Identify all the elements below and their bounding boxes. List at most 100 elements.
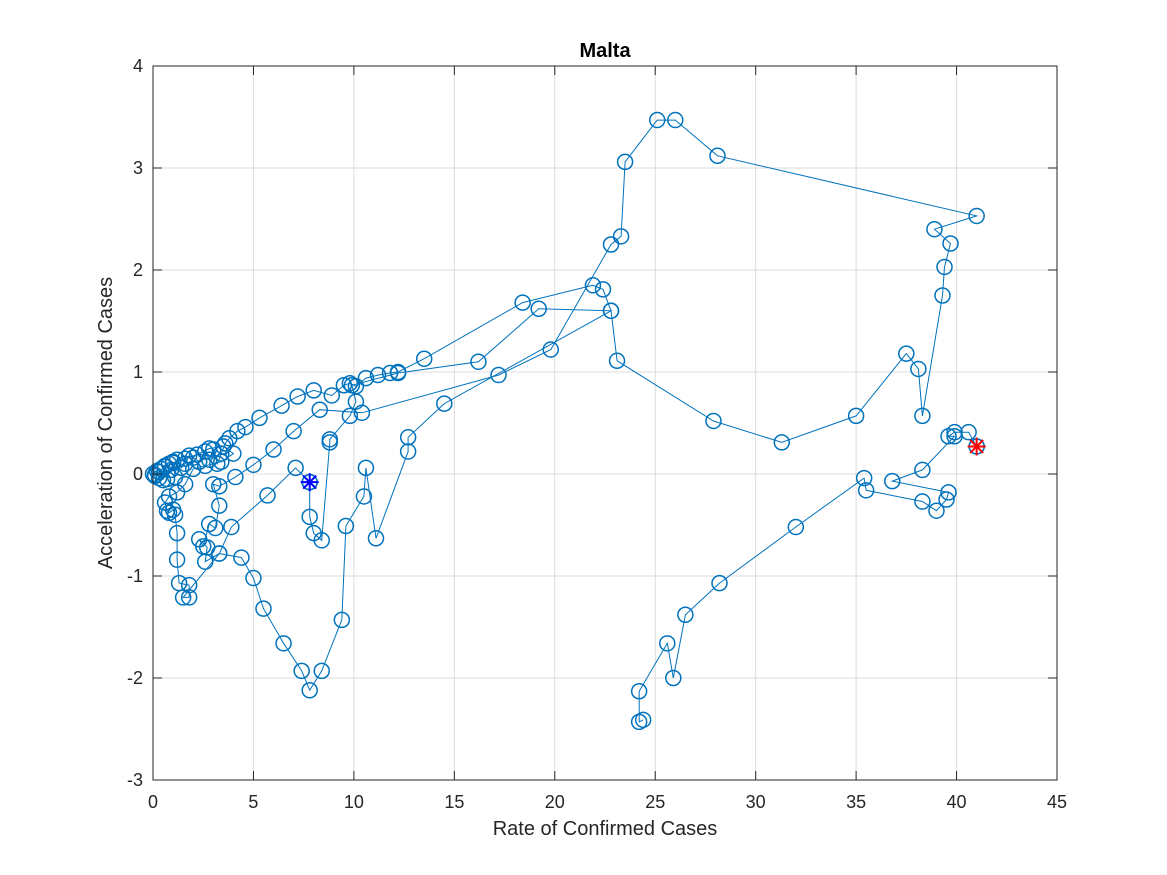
data-point (275, 635, 292, 652)
data-point (602, 302, 620, 320)
data-point (665, 669, 682, 687)
data-point (490, 366, 507, 384)
y-axis-label: Acceleration of Confirmed Cases (95, 277, 117, 569)
data-point (285, 422, 302, 440)
data-point (333, 611, 351, 629)
data-point (612, 228, 630, 245)
data-point (355, 488, 373, 505)
data-point (705, 412, 722, 430)
data-point (229, 422, 246, 440)
data-point (855, 469, 873, 487)
data-point (602, 236, 620, 253)
series-line (638, 431, 978, 723)
data-point (160, 488, 178, 505)
data-point (847, 407, 865, 425)
data-point (347, 393, 365, 410)
data-point (211, 545, 228, 562)
data-point (926, 220, 943, 238)
data-point (156, 458, 174, 476)
data-point (176, 475, 194, 493)
data-point (857, 482, 875, 499)
data-point (321, 431, 339, 448)
data-point (357, 459, 375, 477)
data-point (594, 281, 612, 298)
data-point (337, 517, 355, 535)
data-point (470, 353, 487, 371)
data-point (914, 461, 931, 479)
series-line (152, 119, 979, 563)
data-point (369, 366, 387, 384)
data-point (301, 508, 318, 526)
data-point (399, 443, 417, 460)
data-point (227, 468, 244, 486)
x-tick-labels: 0 5 10 15 20 25 30 35 40 45 (148, 792, 1067, 812)
data-point (514, 294, 531, 311)
x-tick-label: 0 (148, 792, 158, 812)
data-point (245, 569, 262, 587)
data-point (160, 504, 178, 522)
data-point (146, 466, 164, 484)
data-point (217, 435, 234, 452)
data-point (289, 388, 306, 405)
x-tick-label: 25 (645, 792, 665, 812)
data-point (188, 446, 206, 463)
data-point (940, 428, 957, 445)
series-layer (144, 111, 985, 731)
data-point (910, 360, 927, 378)
data-point (634, 711, 652, 729)
data-point (584, 277, 602, 294)
data-point (343, 377, 361, 394)
data-point (942, 235, 959, 252)
data-point (709, 147, 726, 165)
data-point (205, 475, 222, 493)
data-point (914, 493, 931, 510)
start-marker (300, 473, 319, 492)
data-point (265, 441, 282, 458)
data-point (170, 574, 188, 592)
x-tick-label: 10 (344, 792, 364, 812)
y-tick-label: 0 (133, 464, 143, 484)
y-tick-label: 3 (133, 158, 143, 178)
data-point (273, 397, 290, 414)
y-tick-labels: -3 -2 -1 0 1 2 3 4 (127, 56, 143, 790)
start-marker-stroke (302, 474, 317, 490)
data-point (616, 153, 634, 171)
data-point (313, 662, 330, 680)
data-point (251, 409, 268, 427)
data-point (255, 600, 272, 617)
data-point (168, 551, 186, 568)
x-tick-label: 30 (746, 792, 766, 812)
data-point (389, 364, 407, 382)
data-point (168, 524, 186, 542)
data-point (938, 491, 955, 508)
axes (152, 65, 1058, 781)
data-point (237, 418, 254, 436)
data-point (648, 111, 666, 129)
data-point (367, 530, 385, 547)
data-point (196, 457, 214, 475)
data-point (357, 369, 375, 387)
data-point (323, 387, 341, 404)
x-tick-label: 40 (947, 792, 967, 812)
data-point (884, 472, 901, 490)
data-point (233, 549, 250, 566)
data-point (946, 428, 963, 445)
end-marker (967, 437, 986, 456)
data-point (659, 635, 676, 652)
data-point (542, 341, 560, 358)
y-tick-label: 2 (133, 260, 143, 280)
data-point (150, 463, 168, 481)
data-point (223, 518, 240, 536)
data-point (608, 352, 626, 370)
data-point (180, 576, 198, 594)
axes-box (152, 65, 1058, 781)
x-tick-label: 35 (846, 792, 866, 812)
data-point (200, 515, 218, 533)
x-tick-label: 5 (248, 792, 258, 812)
data-point (914, 407, 931, 425)
data-point (773, 434, 791, 451)
x-tick-label: 20 (545, 792, 565, 812)
data-point (940, 484, 957, 501)
data-point (898, 345, 915, 362)
data-point (711, 574, 728, 592)
